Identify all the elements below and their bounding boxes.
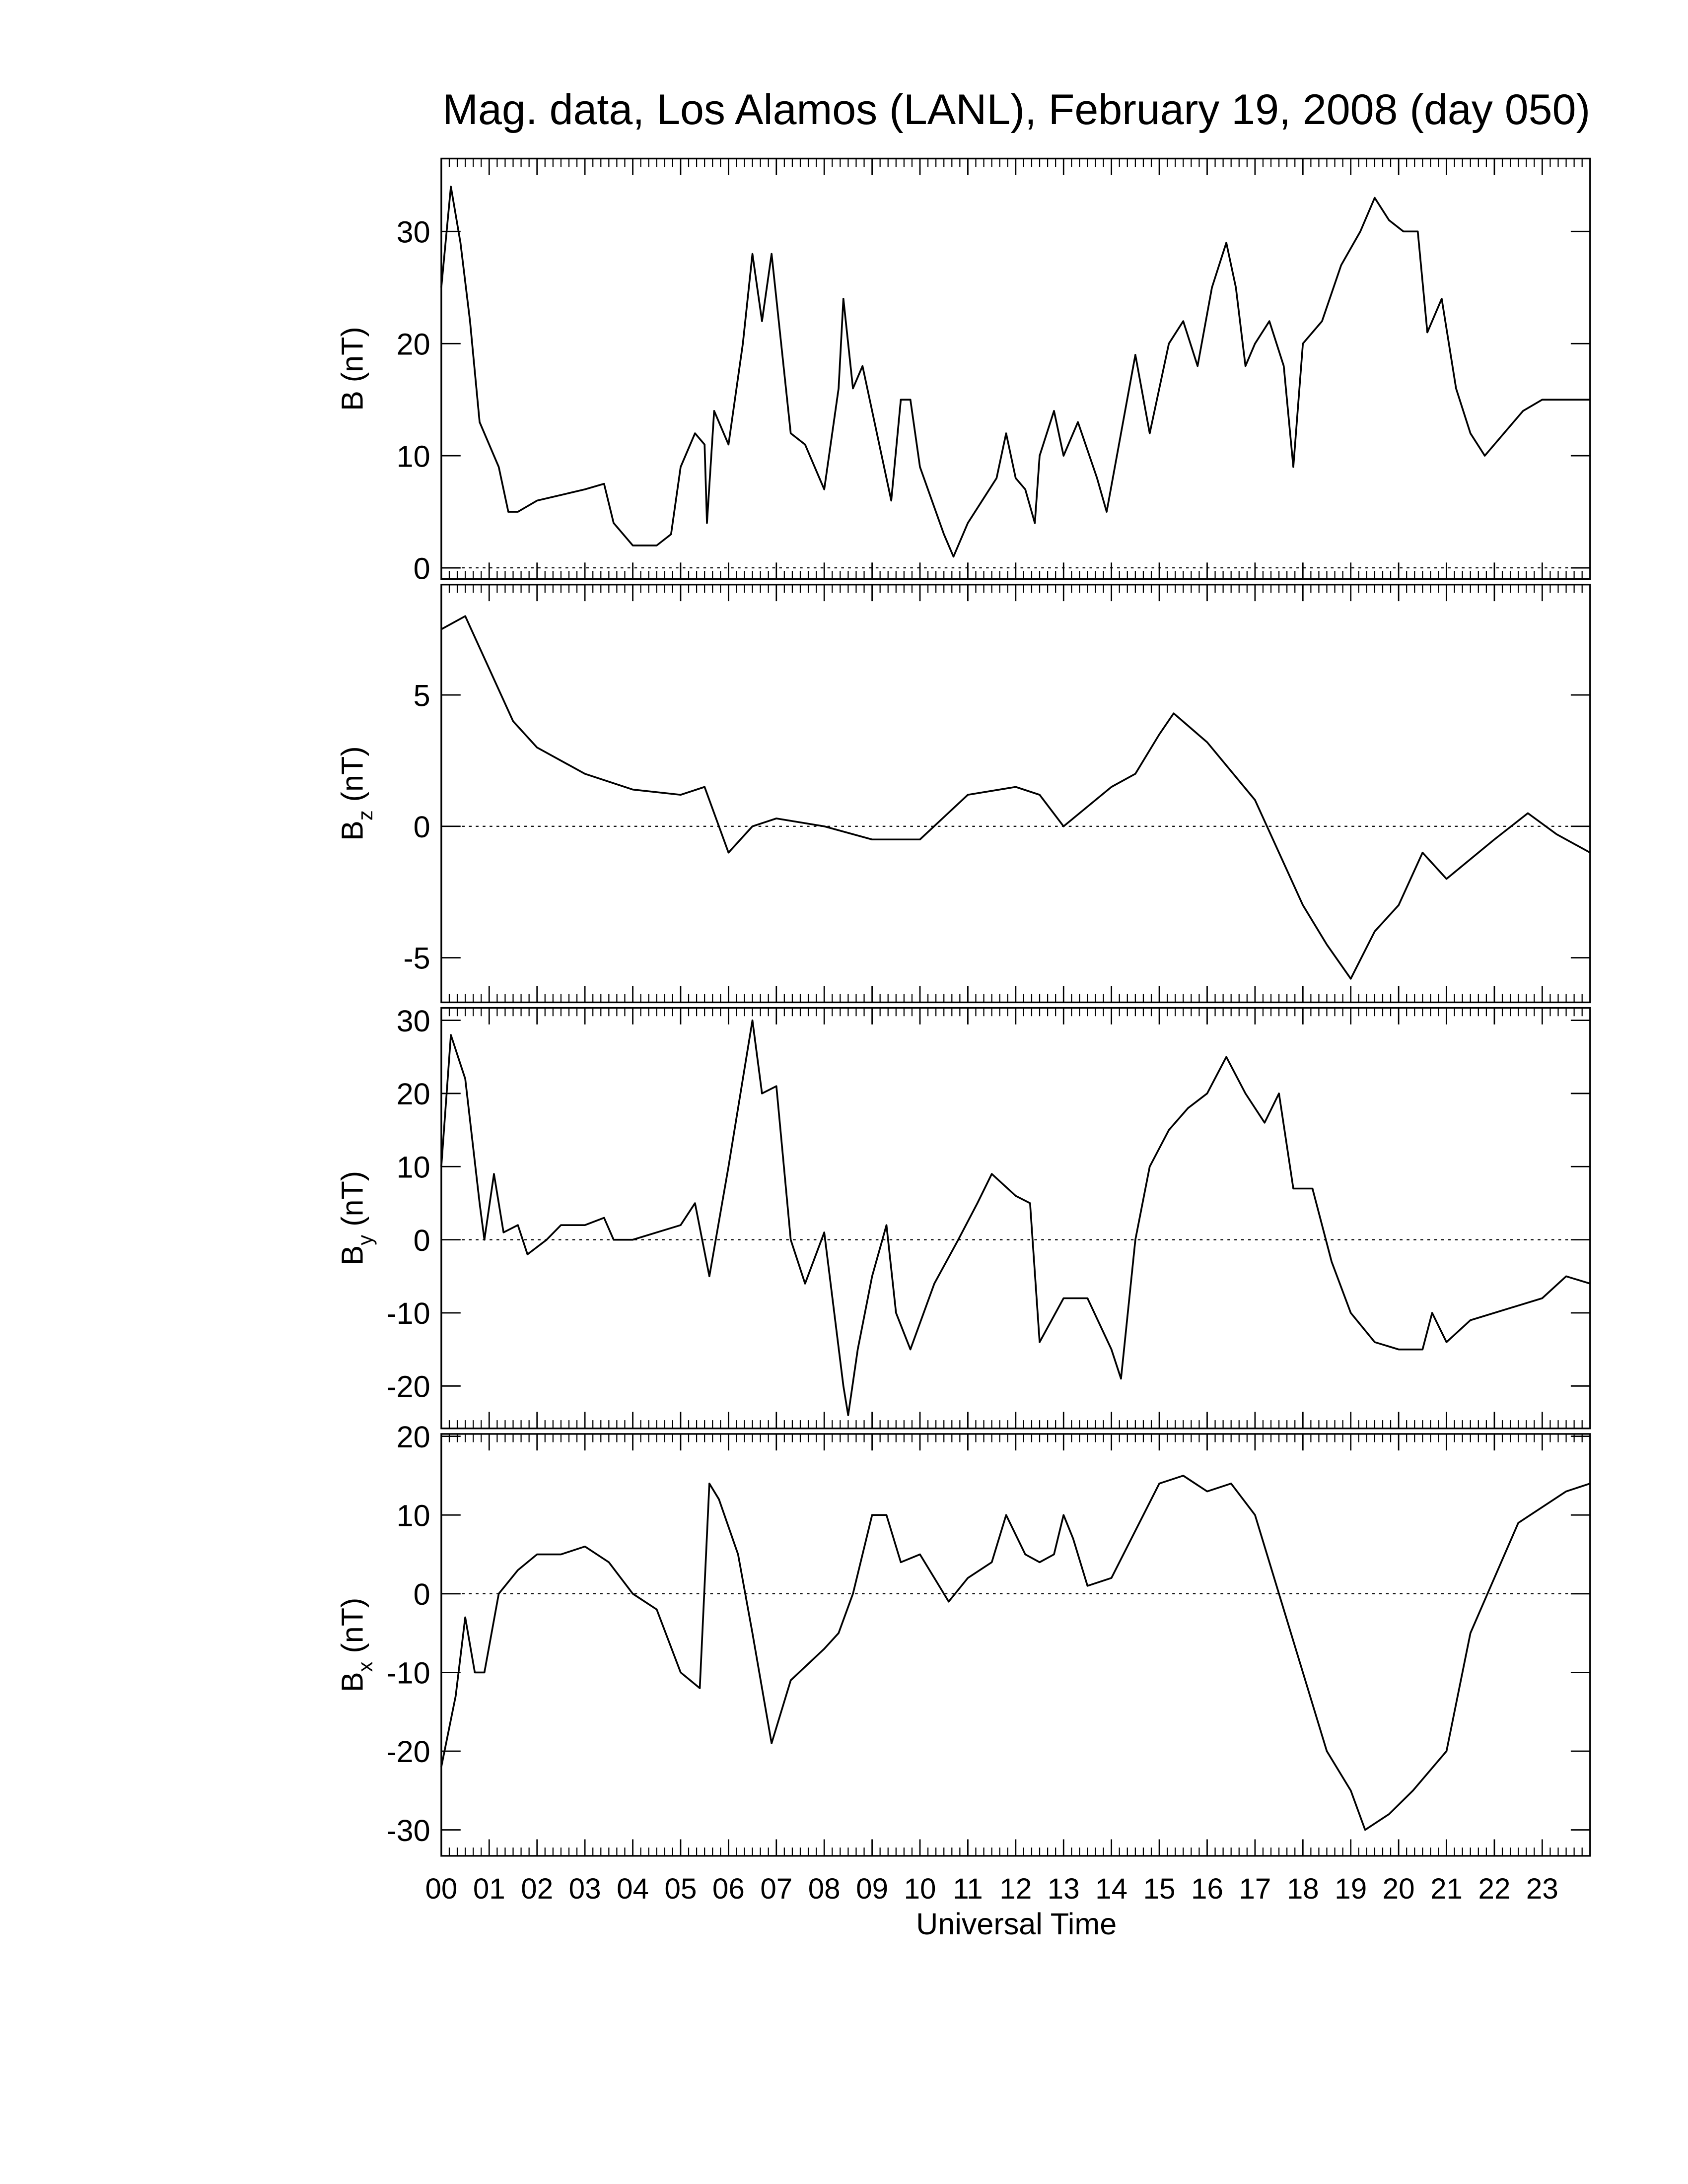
- y-tick-label: 10: [397, 1151, 430, 1184]
- x-tick-label: 01: [473, 1873, 505, 1905]
- y-axis-title-part: (nT): [336, 746, 369, 810]
- y-tick-label: 0: [414, 1224, 430, 1257]
- x-tick-label: 15: [1143, 1873, 1176, 1905]
- plot-frame: [440, 1007, 1591, 1430]
- data-line: [440, 186, 1590, 558]
- y-axis-title-part: B: [336, 820, 369, 841]
- y-tick-label: -10: [386, 1297, 430, 1330]
- y-tick-label: -5: [403, 942, 430, 975]
- y-tick-label: 0: [414, 551, 430, 585]
- y-tick-label: 5: [414, 679, 430, 712]
- x-tick-label: 11: [953, 1873, 983, 1905]
- x-tick-label: 12: [999, 1873, 1032, 1905]
- y-axis-title-part: x: [353, 1661, 377, 1672]
- x-tick-label: 07: [760, 1873, 792, 1905]
- chart-title: Mag. data, Los Alamos (LANL), February 1…: [442, 86, 1590, 134]
- y-tick-label: 0: [414, 810, 430, 844]
- y-tick-label: -20: [386, 1370, 430, 1404]
- data-line: [440, 1019, 1591, 1417]
- y-tick-label: -30: [386, 1814, 430, 1847]
- y-tick-label: 20: [397, 1077, 430, 1111]
- x-axis-title: Universal Time: [916, 1907, 1117, 1941]
- y-axis-title-part: z: [353, 810, 377, 820]
- x-tick-label: 13: [1048, 1873, 1080, 1905]
- y-tick-label: 20: [397, 1420, 430, 1454]
- plot-frame: [440, 1433, 1591, 1857]
- x-tick-label: 06: [712, 1873, 745, 1905]
- x-tick-label: 05: [665, 1873, 697, 1905]
- y-axis-title-part: (nT): [336, 1598, 369, 1662]
- x-tick-label: 20: [1383, 1873, 1415, 1905]
- y-axis-title: B (nT): [336, 327, 369, 411]
- y-tick-label: 10: [397, 439, 430, 473]
- y-axis-title-part: (nT): [336, 1171, 369, 1235]
- data-line: [440, 1475, 1591, 1831]
- x-tick-label: 16: [1191, 1873, 1223, 1905]
- y-tick-label: -10: [386, 1656, 430, 1690]
- y-axis-title: Bz (nT): [336, 746, 377, 841]
- x-tick-label: 04: [617, 1873, 649, 1905]
- x-tick-label: 14: [1095, 1873, 1127, 1905]
- x-tick-label: 10: [904, 1873, 936, 1905]
- x-tick-label: 18: [1287, 1873, 1319, 1905]
- x-tick-label: 22: [1478, 1873, 1511, 1905]
- x-tick-label: 23: [1526, 1873, 1558, 1905]
- x-tick-label: 00: [425, 1873, 457, 1905]
- x-tick-label: 17: [1239, 1873, 1271, 1905]
- y-tick-label: 10: [397, 1499, 430, 1532]
- y-axis-title-part: B: [336, 1672, 369, 1692]
- plot-frame: [440, 157, 1591, 580]
- x-tick-label: 08: [808, 1873, 841, 1905]
- y-tick-label: -20: [386, 1735, 430, 1769]
- x-tick-label: 19: [1335, 1873, 1367, 1905]
- x-tick-label: 09: [856, 1873, 888, 1905]
- y-axis-title-part: B: [336, 1245, 369, 1266]
- y-axis-title-part: y: [353, 1235, 377, 1245]
- y-axis-title: By (nT): [336, 1171, 377, 1266]
- plot-frame: [440, 584, 1591, 1004]
- x-tick-label: 02: [521, 1873, 553, 1905]
- y-tick-label: 20: [397, 327, 430, 361]
- y-tick-label: 30: [397, 1004, 430, 1038]
- y-axis-title: Bx (nT): [336, 1598, 377, 1693]
- y-tick-label: 0: [414, 1577, 430, 1611]
- y-tick-label: 30: [397, 215, 430, 249]
- x-tick-label: 21: [1430, 1873, 1463, 1905]
- data-line: [441, 615, 1591, 980]
- x-tick-label: 03: [569, 1873, 601, 1905]
